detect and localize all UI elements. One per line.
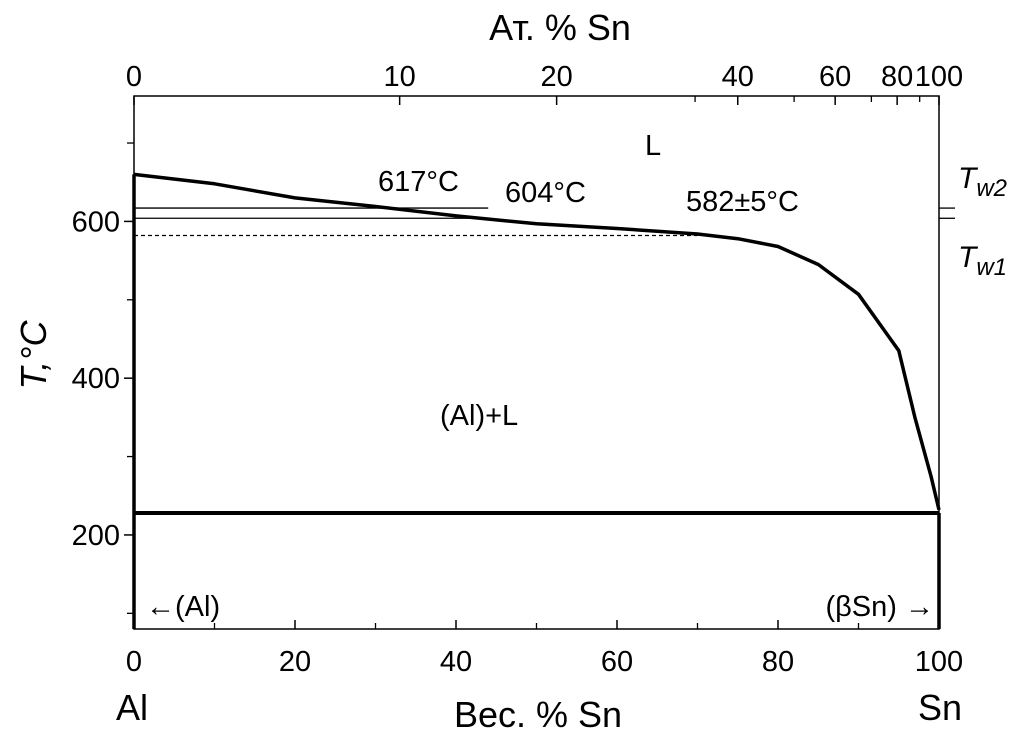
y-tick-label: 200 [72, 520, 120, 552]
right-label-w1: Tw1 [958, 241, 1007, 281]
x-axis-title: Вес. % Sn [454, 694, 622, 733]
top-tick-label: 20 [540, 61, 572, 93]
al-solid-label: ←(Al) [146, 591, 220, 623]
top-tick-label: 10 [384, 61, 416, 93]
right-label-w2: Tw2 [958, 162, 1007, 202]
y-axis-ticks: 200 400 600 [72, 142, 134, 614]
top-axis-title: Ат. % Sn [489, 7, 631, 48]
top-tick-label: 40 [722, 61, 754, 93]
right-axis-marks: Tw2 Tw1 [939, 162, 1007, 281]
top-tick-label: 0 [126, 61, 142, 93]
top-tick-label: 60 [819, 61, 851, 93]
top-tick-label: 100 [915, 61, 963, 93]
y-axis-title: T,°C [13, 319, 54, 389]
liquidus-line [133, 172, 941, 511]
temp-582-label: 582±5°C [686, 186, 799, 218]
y-tick-label: 400 [72, 363, 120, 395]
x-tick-label: 80 [762, 646, 794, 678]
y-tick-label: 600 [72, 206, 120, 238]
liquidus-curve [133, 172, 941, 511]
sn-solid-label: (βSn) → [825, 591, 934, 623]
temp-604-label: 604°C [505, 177, 586, 209]
bottom-axis-ticks: 0 20 40 60 80 100 [126, 620, 963, 678]
x-tick-label: 40 [440, 646, 472, 678]
x-tick-label: 0 [126, 646, 142, 678]
temp-617-label: 617°C [378, 166, 459, 198]
x-tick-label: 20 [279, 646, 311, 678]
end-label-sn: Sn [918, 687, 962, 728]
liquid-region-label: L [645, 130, 661, 162]
isotherm-lines [134, 207, 698, 237]
x-tick-label: 60 [601, 646, 633, 678]
plot-frame [133, 95, 940, 630]
top-tick-label: 80 [881, 61, 913, 93]
two-phase-region-label: (Al)+L [440, 400, 518, 432]
top-axis-ticks: 0 10 20 40 60 80 100 [126, 61, 963, 105]
x-tick-label: 100 [915, 646, 963, 678]
eutectic-line [132, 174, 941, 629]
end-label-al: Al [116, 687, 148, 728]
